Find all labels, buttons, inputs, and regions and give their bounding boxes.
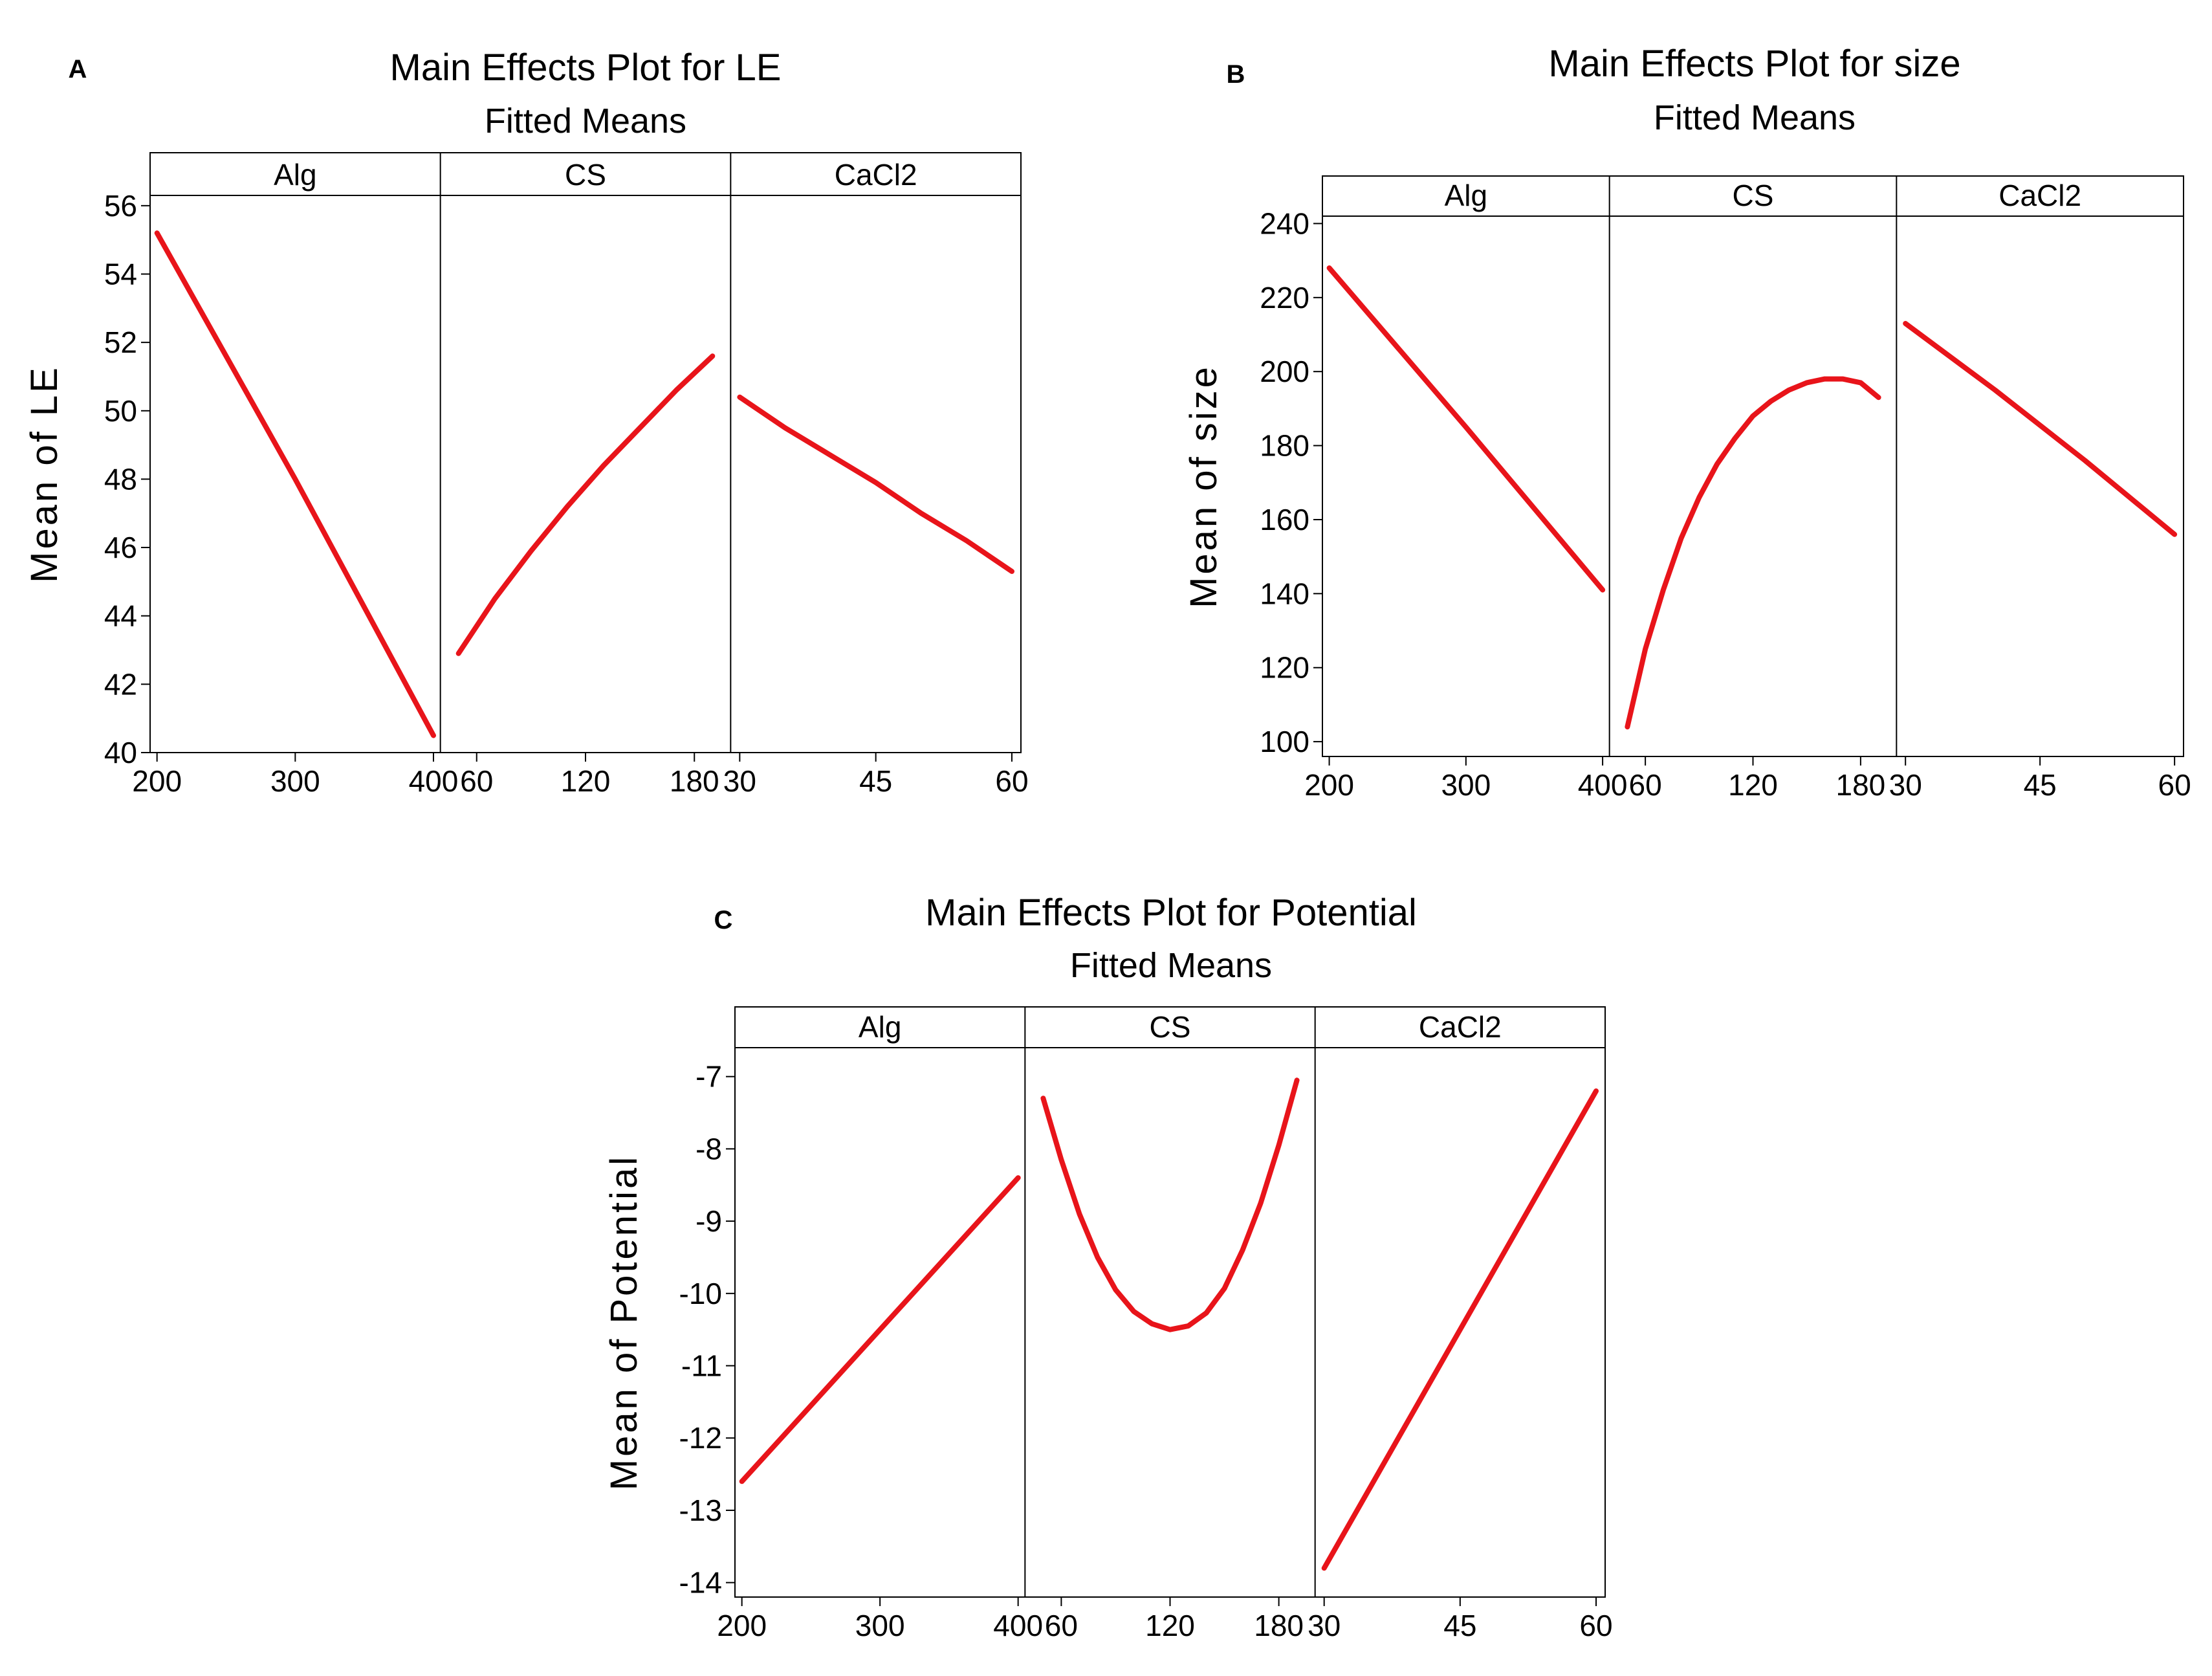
y-tick-label: 140 [1260,577,1309,610]
chart-subtitle: Fitted Means [485,102,686,140]
panel-label: C [714,906,733,934]
plot-frame [1322,175,2184,757]
facet-strip-label: CaCl2 [1998,179,2081,212]
x-tick-label: 60 [2158,768,2191,802]
x-tick-label: 180 [1836,768,1886,802]
facet-strip-label: CS [565,158,606,192]
x-tick-label: 30 [1308,1609,1341,1642]
facet-cacl2: CaCl2 30 45 60 [723,153,1029,798]
y-tick-label: 48 [104,462,137,496]
series-line-alg [739,1175,1021,1484]
panel-label: B [1227,60,1245,89]
y-tick-label: 44 [104,599,137,633]
x-tick-label: 30 [723,764,756,798]
x-tick-label: 60 [1579,1609,1612,1642]
chart-subtitle: Fitted Means [1070,946,1272,985]
x-tick-label: 200 [132,764,182,798]
facet-alg: Alg 200 300 400 [132,158,458,798]
y-tick-label: 120 [1260,651,1309,685]
x-tick-label: 300 [1441,768,1491,802]
y-tick-label: 42 [104,667,137,701]
x-tick-label: 45 [859,764,892,798]
y-tick-label: 56 [104,189,137,223]
x-tick-label: 60 [460,764,493,798]
y-axis-label: Mean of Potential [603,1154,645,1490]
y-tick-label: 54 [104,257,137,291]
facet-strip-label: CS [1150,1010,1191,1044]
facet-strip-label: Alg [1445,179,1487,212]
x-tick-label: 300 [855,1609,905,1642]
x-tick-label: 60 [1629,768,1662,802]
x-tick-label: 120 [561,764,611,798]
y-tick-label: 50 [104,394,137,428]
y-tick-label: 100 [1260,725,1309,758]
x-tick-label: 400 [993,1609,1043,1642]
y-tick-label: -13 [679,1494,722,1527]
y-tick-label: 220 [1260,281,1309,314]
facet-strip-label: CS [1733,179,1774,212]
series-line-cacl2 [1321,1088,1599,1571]
series-line-cacl2 [737,394,1014,574]
facet-strip-label: CaCl2 [835,158,917,192]
y-tick-label: -11 [681,1349,722,1383]
facet-strip-label: CaCl2 [1419,1010,1502,1044]
x-tick-label: 400 [1578,768,1628,802]
x-tick-label: 300 [270,764,320,798]
y-tick-label: -12 [679,1421,722,1455]
facet-alg: Alg 200 300 400 [1304,179,1627,802]
y-tick-label: -10 [679,1277,722,1310]
series-line-cs [1040,1077,1300,1332]
y-tick-label: 40 [104,736,137,769]
y-tick-label: -7 [695,1060,722,1094]
series-line-cs [1625,376,1881,730]
chart-title: Main Effects Plot for size [1548,43,1960,85]
chart-subtitle: Fitted Means [1654,98,1856,137]
y-tick-label: -14 [679,1566,722,1600]
x-tick-label: 30 [1889,768,1922,802]
chart-panel-c: C Main Effects Plot for Potential Fitted M… [603,892,1613,1642]
series-line-alg [1326,265,1606,593]
series-line-cacl2 [1903,320,2178,537]
y-tick-label: 200 [1260,355,1309,388]
y-axis-label: Mean of size [1183,364,1225,608]
facet-cs: CS 60 120 180 [1024,1007,1304,1642]
facet-strip-label: Alg [274,158,316,192]
facet-strip-label: Alg [859,1010,901,1044]
y-tick-label: 240 [1260,206,1309,240]
x-tick-label: 120 [1728,768,1778,802]
chart-title: Main Effects Plot for LE [390,47,782,89]
x-tick-label: 200 [717,1609,767,1642]
y-tick-label: -8 [695,1132,722,1165]
x-tick-label: 45 [2024,768,2057,802]
x-tick-label: 200 [1304,768,1354,802]
series-line-cs [455,353,716,656]
facet-cs: CS 60 120 180 [1608,176,1886,802]
y-tick-label: 160 [1260,503,1309,536]
facet-cs: CS 60 120 180 [439,153,719,798]
y-tick-label: 52 [104,325,137,359]
x-tick-label: 180 [1254,1609,1304,1642]
x-tick-label: 120 [1145,1609,1195,1642]
y-tick-label: -9 [695,1204,722,1238]
chart-panel-a: A Main Effects Plot for LE Fitted Means 40 4… [23,47,1029,798]
x-tick-label: 180 [670,764,719,798]
facet-cacl2: CaCl2 30 45 60 [1308,1007,1613,1642]
chart-panel-b: B Main Effects Plot for size Fitted Means 1… [1183,43,2191,802]
facet-cacl2: CaCl2 30 45 60 [1889,176,2191,802]
facet-alg: Alg 200 300 400 [717,1010,1043,1642]
x-tick-label: 45 [1443,1609,1476,1642]
y-axis-label: Mean of LE [23,365,65,583]
y-tick-label: 46 [104,531,137,564]
series-line-alg [154,230,436,738]
x-tick-label: 60 [1045,1609,1078,1642]
panel-label: A [69,55,87,83]
x-tick-label: 60 [995,764,1028,798]
x-tick-label: 400 [409,764,459,798]
chart-title: Main Effects Plot for Potential [925,892,1417,934]
y-tick-label: 180 [1260,429,1309,463]
